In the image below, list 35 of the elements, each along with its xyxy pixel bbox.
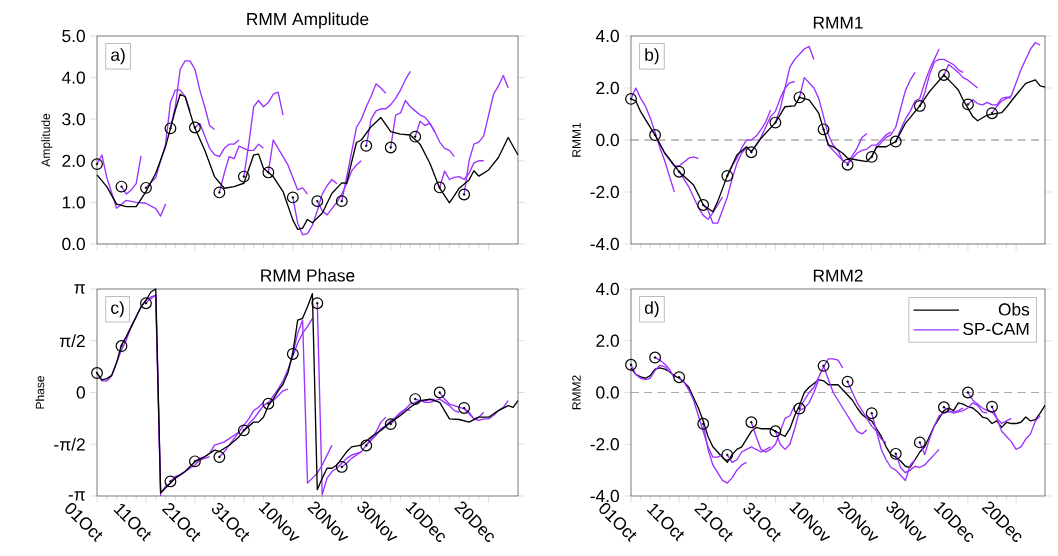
y-tick-label: 4.0 <box>61 71 85 84</box>
y-tick-label: π <box>74 284 85 294</box>
annotation: b) <box>645 48 659 65</box>
annotation: d) <box>644 301 659 318</box>
y-tick-label: -2.0 <box>590 438 619 451</box>
y-tick-label: 3.0 <box>62 113 85 126</box>
y-axis-title: RMM2 <box>572 375 581 410</box>
legend-label: Obs <box>998 302 1030 316</box>
y-tick-label: -π/2 <box>54 437 85 451</box>
legend-label: SP-CAM <box>963 322 1029 336</box>
y-tick-label: 5.0 <box>62 29 85 43</box>
y-axis-title: Phase <box>35 376 45 409</box>
chart-title: RMM2 <box>813 269 863 282</box>
annotation: c) <box>111 301 124 318</box>
y-tick-label: 2.0 <box>596 334 619 347</box>
chart-title: RMM Amplitude <box>247 12 369 29</box>
y-tick-label: 2.0 <box>62 154 85 167</box>
y-tick-label: 2.0 <box>596 81 619 95</box>
y-tick-label: -π <box>68 491 85 501</box>
y-tick-label: 0.0 <box>596 133 619 147</box>
y-tick-label: 4.0 <box>595 282 619 296</box>
y-tick-label: -2.0 <box>590 185 619 199</box>
annotation: a) <box>111 48 125 65</box>
y-axis-title: RMM1 <box>572 122 581 157</box>
y-tick-label: -4.0 <box>590 237 619 251</box>
chart-title: RMM1 <box>813 16 863 29</box>
y-axis-title: Amplitude <box>41 113 53 167</box>
y-tick-label: -4.0 <box>590 489 619 503</box>
y-tick-label: 4.0 <box>595 29 619 43</box>
y-tick-label: π/2 <box>59 334 85 348</box>
y-tick-label: 0.0 <box>62 237 85 251</box>
chart-title: RMM Phase <box>261 268 355 282</box>
y-tick-label: 0 <box>76 386 85 399</box>
y-tick-label: 1.0 <box>62 196 85 209</box>
y-tick-label: 0.0 <box>596 386 619 399</box>
